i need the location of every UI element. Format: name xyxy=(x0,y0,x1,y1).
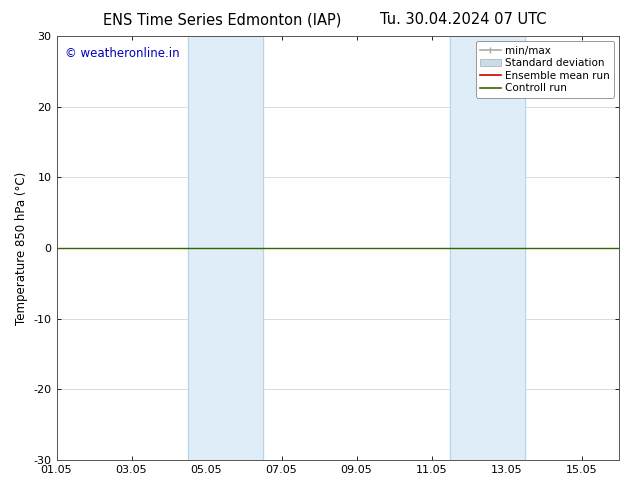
Text: Tu. 30.04.2024 07 UTC: Tu. 30.04.2024 07 UTC xyxy=(380,12,546,27)
Text: © weatheronline.in: © weatheronline.in xyxy=(65,47,179,60)
Legend: min/max, Standard deviation, Ensemble mean run, Controll run: min/max, Standard deviation, Ensemble me… xyxy=(476,41,614,98)
Y-axis label: Temperature 850 hPa (°C): Temperature 850 hPa (°C) xyxy=(15,172,28,325)
Text: ENS Time Series Edmonton (IAP): ENS Time Series Edmonton (IAP) xyxy=(103,12,341,27)
Bar xyxy=(450,36,525,460)
Bar xyxy=(188,36,262,460)
